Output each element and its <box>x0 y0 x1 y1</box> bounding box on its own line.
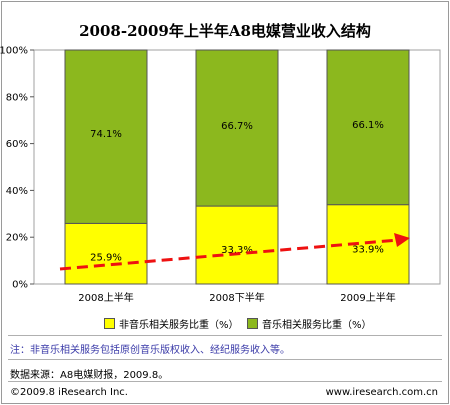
legend-label-non-music: 非音乐相关服务比重（%） <box>119 320 239 331</box>
x-tick-label: 2008下半年 <box>209 291 264 304</box>
data-labels-group: 25.9% 74.1% 33.3% 66.7% 33.9% 66.1% <box>90 120 384 263</box>
legend-swatch-yellow <box>104 318 115 329</box>
website: www.iresearch.com.cn <box>325 387 438 398</box>
data-label-music: 66.7% <box>221 121 253 132</box>
legend-item-non-music: 非音乐相关服务比重（%） <box>104 316 239 331</box>
data-label-non-music: 25.9% <box>90 253 122 264</box>
footnote: 注：非音乐相关服务包括原创音乐版权收入、经纪服务收入等。 <box>10 345 290 356</box>
data-label-music: 74.1% <box>90 129 122 140</box>
bar-music <box>326 49 410 206</box>
y-axis: 0% 20% 40% 60% 80% 100% <box>0 46 34 291</box>
y-tick-label: 0% <box>12 280 28 291</box>
legend-swatch-green <box>247 318 258 329</box>
data-source: 数据来源：A8电媒财报，2009.8。 <box>10 370 169 381</box>
y-tick-label: 100% <box>0 46 28 57</box>
copyright: ©2009.8 iResearch Inc. <box>10 387 128 398</box>
data-label-non-music: 33.9% <box>352 244 384 255</box>
chart-title: 2008-2009年上半年A8电媒营业收入结构 <box>79 22 371 40</box>
x-tick-label: 2009上半年 <box>340 291 395 304</box>
bar-music <box>195 49 279 207</box>
trend-arrow-head <box>394 233 410 247</box>
bar-music <box>64 49 148 224</box>
bar-non-music <box>195 205 279 285</box>
legend-label-music: 音乐相关服务比重（%） <box>262 320 372 331</box>
y-tick-label: 20% <box>6 233 28 244</box>
y-tick-label: 40% <box>6 186 28 197</box>
divider-2 <box>8 359 442 360</box>
data-label-music: 66.1% <box>352 120 384 131</box>
y-tick-label: 60% <box>6 139 28 150</box>
legend-item-music: 音乐相关服务比重（%） <box>247 316 372 331</box>
trend-arrow <box>59 233 410 271</box>
x-axis-labels: 2008上半年 2008下半年 2009上半年 <box>78 291 395 304</box>
x-tick-label: 2008上半年 <box>78 291 133 304</box>
divider-1 <box>8 335 442 336</box>
data-label-non-music: 33.3% <box>221 245 253 256</box>
bar-non-music <box>64 222 148 285</box>
trend-arrow-line <box>59 238 399 271</box>
bars-group <box>64 49 410 285</box>
divider-3 <box>8 381 442 382</box>
y-tick-label: 80% <box>6 92 28 103</box>
